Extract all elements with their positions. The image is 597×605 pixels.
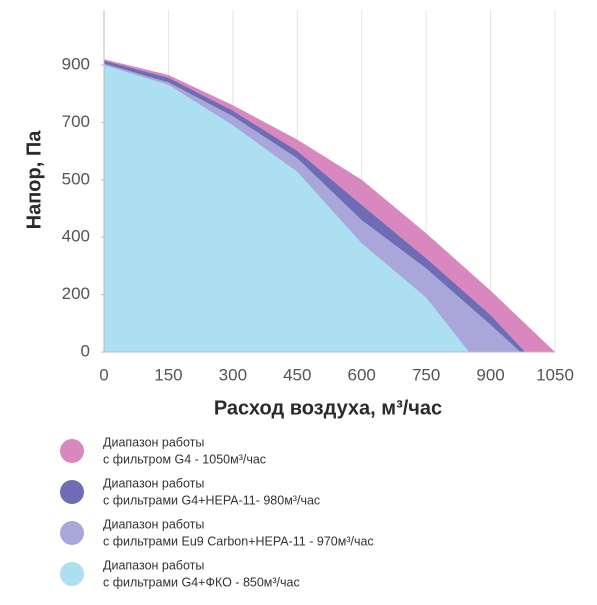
y-tick-label: 400 xyxy=(62,227,90,246)
y-axis-title: Напор, Па xyxy=(23,130,45,230)
y-tick-label: 200 xyxy=(62,284,90,303)
y-tick-label: 0 xyxy=(81,341,90,360)
x-axis-title: Расход воздуха, м³/час xyxy=(214,397,442,419)
y-tick-label: 500 xyxy=(62,169,90,188)
legend-swatch xyxy=(60,480,84,504)
legend-label: Диапазон работы xyxy=(103,476,204,490)
x-tick-label: 150 xyxy=(154,365,182,384)
x-tick-label: 450 xyxy=(283,365,311,384)
x-tick-label: 600 xyxy=(348,365,376,384)
legend-label: с фильтрами Eu9 Carbon+HEPA-11 - 970м³/ч… xyxy=(103,534,374,548)
y-tick-label: 900 xyxy=(62,54,90,73)
x-tick-label: 1050 xyxy=(536,365,574,384)
legend-swatch xyxy=(60,521,84,545)
legend-label: Диапазон работы xyxy=(103,435,204,449)
legend-swatch xyxy=(60,562,84,586)
area xyxy=(104,65,470,352)
x-tick-label: 900 xyxy=(476,365,504,384)
legend-swatch xyxy=(60,439,84,463)
x-tick-label: 0 xyxy=(99,365,108,384)
legend-label: Диапазон работы xyxy=(103,558,204,572)
x-tick-label: 750 xyxy=(412,365,440,384)
legend-label: Диапазон работы xyxy=(103,517,204,531)
y-tick-label: 700 xyxy=(62,112,90,131)
legend-label: с фильтрами G4+ФКО - 850м³/час xyxy=(103,575,300,589)
x-tick-label: 300 xyxy=(219,365,247,384)
legend-label: с фильтром G4 - 1050м³/час xyxy=(103,452,266,466)
legend-label: с фильтрами G4+HEPA-11- 980м³/час xyxy=(103,493,320,507)
